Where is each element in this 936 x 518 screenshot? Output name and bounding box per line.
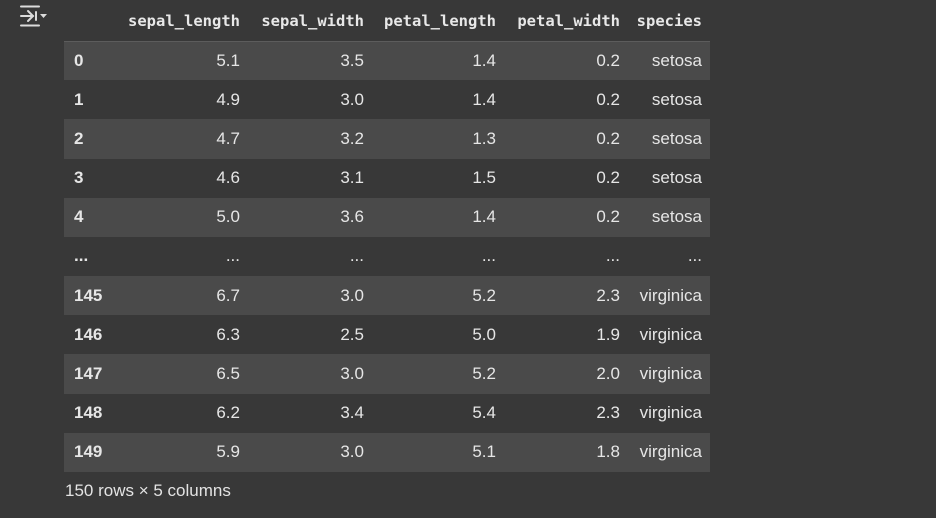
table-cell: 6.7: [216, 285, 240, 305]
table-cell: 1.3: [472, 128, 496, 148]
table-cell: 6.5: [216, 363, 240, 383]
table-cell: 5.4: [472, 403, 496, 423]
table-cell: 3.0: [340, 89, 364, 109]
table-cell: 6.3: [216, 324, 240, 344]
row-index: 3: [74, 168, 84, 188]
table-cell: 3.2: [340, 128, 364, 148]
table-cell: 0.2: [596, 168, 620, 188]
table-cell: 2.0: [596, 363, 620, 383]
table-cell: 3.0: [340, 285, 364, 305]
column-header: sepal_width: [247, 2, 372, 42]
row-index: 2: [74, 128, 84, 148]
table-cell: 0.2: [596, 89, 620, 109]
table-cell: ...: [481, 246, 496, 266]
column-header: sepal_length: [120, 2, 248, 42]
table-cell: virginica: [639, 442, 702, 462]
table-row: 147 6.5 3.0 5.2 2.0 virginica: [64, 354, 710, 394]
column-header: petal_length: [371, 2, 504, 42]
table-row: 4 5.0 3.6 1.4 0.2 setosa: [64, 197, 710, 237]
row-index: 1: [74, 89, 84, 109]
table-cell: 4.7: [216, 128, 240, 148]
table-cell: 5.0: [216, 207, 240, 227]
dataframe: sepal_length sepal_width petal_length pe…: [64, 2, 710, 472]
column-header: petal_width: [503, 2, 628, 42]
table-cell: setosa: [651, 207, 702, 227]
ellipsis-row: ..................: [64, 237, 710, 276]
table-cell: 5.2: [472, 363, 496, 383]
table-cell: 0.2: [596, 207, 620, 227]
table-cell: 3.6: [340, 207, 364, 227]
row-index: 148: [74, 403, 103, 423]
table-cell: 3.4: [340, 403, 364, 423]
table-cell: 2.3: [596, 285, 620, 305]
table-row: 145 6.7 3.0 5.2 2.3 virginica: [64, 275, 710, 316]
table-cell: 2.5: [340, 324, 364, 344]
dataframe-shape-summary: 150 rows × 5 columns: [65, 481, 231, 500]
table-row: 149 5.9 3.0 5.1 1.8 virginica: [64, 432, 710, 472]
table-cell: setosa: [651, 89, 702, 109]
index-header: [64, 2, 120, 42]
row-index: 0: [74, 50, 84, 70]
row-index: 4: [74, 207, 84, 227]
table-row: 2 4.7 3.2 1.3 0.2 setosa: [64, 119, 710, 159]
table-cell: ...: [225, 246, 240, 266]
row-index: ...: [74, 246, 89, 266]
table-cell: 0.2: [596, 50, 620, 70]
table-cell: 4.9: [216, 89, 240, 109]
table-cell: setosa: [651, 50, 702, 70]
header-row: sepal_length sepal_width petal_length pe…: [64, 2, 710, 42]
row-index: 147: [74, 363, 103, 383]
table-cell: 1.9: [596, 324, 620, 344]
table-cell: 5.0: [472, 324, 496, 344]
table-cell: setosa: [651, 168, 702, 188]
table-cell: virginica: [639, 285, 702, 305]
table-row: 148 6.2 3.4 5.4 2.3 virginica: [64, 394, 710, 433]
table-cell: ...: [687, 246, 702, 266]
table-row: 1 4.9 3.0 1.4 0.2 setosa: [64, 80, 710, 119]
table-cell: setosa: [651, 128, 702, 148]
table-cell: virginica: [639, 324, 702, 344]
table-cell: 1.4: [472, 207, 496, 227]
table-cell: 5.1: [472, 442, 496, 462]
table-cell: 5.9: [216, 442, 240, 462]
table-cell: 2.3: [596, 403, 620, 423]
table-cell: 1.5: [472, 168, 496, 188]
table-row: 0 5.1 3.5 1.4 0.2 setosa: [64, 41, 710, 81]
table-cell: 0.2: [596, 128, 620, 148]
table-cell: 3.1: [340, 168, 364, 188]
table-cell: 1.8: [596, 442, 620, 462]
table-row: 3 4.6 3.1 1.5 0.2 setosa: [64, 159, 710, 198]
table-cell: 5.2: [472, 285, 496, 305]
table-cell: virginica: [639, 403, 702, 423]
table-cell: 6.2: [216, 403, 240, 423]
table-cell: 3.0: [340, 363, 364, 383]
table-cell: 3.0: [340, 442, 364, 462]
table-cell: 5.1: [216, 50, 240, 70]
row-index: 146: [74, 324, 103, 344]
row-index: 149: [74, 442, 103, 462]
output-collapse-icon[interactable]: [19, 4, 49, 28]
table-cell: virginica: [639, 363, 702, 383]
table-cell: ...: [605, 246, 620, 266]
table-cell: ...: [349, 246, 364, 266]
table-cell: 3.5: [340, 50, 364, 70]
table-cell: 4.6: [216, 168, 240, 188]
table-cell: 1.4: [472, 89, 496, 109]
dataframe-table: sepal_length sepal_width petal_length pe…: [64, 2, 710, 472]
table-row: 146 6.3 2.5 5.0 1.9 virginica: [64, 315, 710, 354]
table-cell: 1.4: [472, 50, 496, 70]
row-index: 145: [74, 285, 103, 305]
column-header: species: [627, 2, 710, 42]
